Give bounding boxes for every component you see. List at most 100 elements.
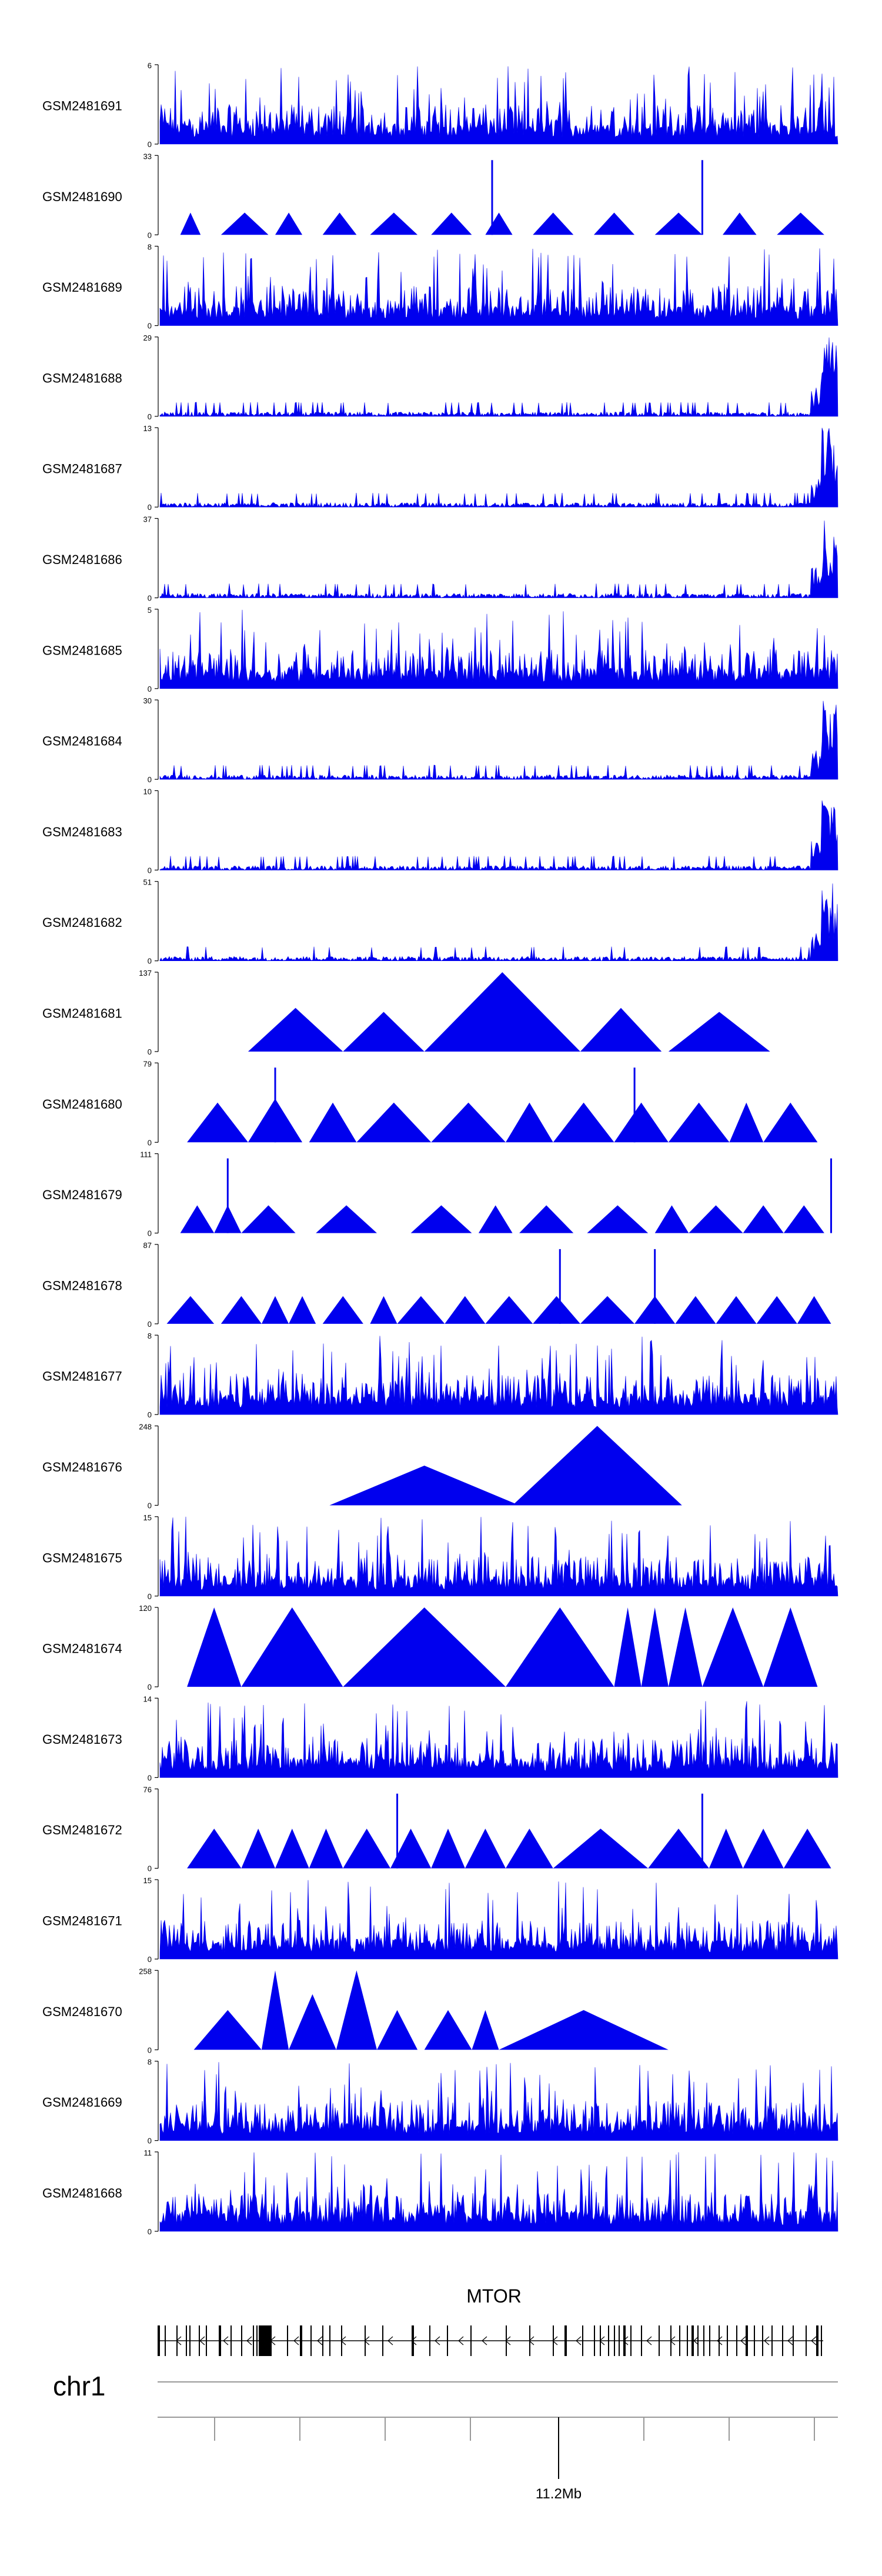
y-min-label: 0	[148, 1410, 152, 1419]
exon	[659, 2325, 660, 2356]
exon	[506, 2325, 507, 2356]
track-label: GSM2481683	[42, 825, 122, 839]
exon	[189, 2325, 191, 2356]
y-min-label: 0	[148, 2227, 152, 2236]
exon	[782, 2325, 783, 2356]
signal-area	[159, 2062, 838, 2141]
exon	[619, 2325, 620, 2356]
strand-arrow	[482, 2336, 487, 2345]
track: GSM2481686 37 0	[42, 515, 838, 603]
gene-track: MTOR	[158, 2285, 823, 2356]
exon	[158, 2325, 160, 2356]
signal-area	[159, 520, 838, 599]
signal-area	[166, 1296, 831, 1324]
track: GSM2481668 11 0	[42, 2148, 838, 2236]
exon	[709, 2325, 710, 2356]
track-label: GSM2481691	[42, 99, 122, 114]
exon	[287, 2325, 288, 2356]
track: GSM2481684 30 0	[42, 696, 838, 784]
y-min-label: 0	[148, 866, 152, 875]
exon	[253, 2325, 254, 2356]
strand-arrow	[458, 2336, 464, 2345]
y-max-label: 10	[143, 787, 152, 796]
exon	[630, 2325, 632, 2356]
track: GSM2481670 258 0	[42, 1967, 669, 2054]
exon	[806, 2325, 807, 2356]
exon	[697, 2325, 699, 2356]
exon	[641, 2325, 642, 2356]
strand-arrow	[435, 2336, 440, 2345]
exon	[670, 2325, 671, 2356]
track: GSM2481682 51 0	[42, 878, 838, 966]
exon	[329, 2325, 330, 2356]
signal-area	[180, 1205, 824, 1233]
track-label: GSM2481682	[42, 915, 122, 930]
track: GSM2481691 6 0	[42, 61, 838, 149]
y-min-label: 0	[148, 2046, 152, 2054]
track-label: GSM2481673	[42, 1732, 122, 1747]
y-min-label: 0	[148, 2137, 152, 2145]
exon	[679, 2325, 680, 2356]
exon	[727, 2325, 728, 2356]
y-min-label: 0	[148, 1592, 152, 1601]
gene-model	[158, 2325, 823, 2356]
signal-area	[159, 1336, 838, 1415]
y-min-label: 0	[148, 140, 152, 149]
signal-area	[329, 1426, 682, 1506]
track: GSM2481679 111 0	[42, 1150, 832, 1238]
track-label: GSM2481688	[42, 371, 122, 385]
y-min-label: 0	[148, 322, 152, 331]
exon	[582, 2325, 583, 2356]
y-max-label: 79	[143, 1059, 152, 1068]
signal-area	[159, 883, 838, 962]
exon	[691, 2325, 694, 2356]
track: GSM2481687 13 0	[42, 424, 838, 512]
exon	[529, 2325, 530, 2356]
track: GSM2481685 5 0	[42, 606, 838, 693]
y-max-label: 13	[143, 424, 152, 433]
y-min-label: 0	[148, 1047, 152, 1056]
y-max-label: 76	[143, 1786, 152, 1794]
track: GSM2481669 8 0	[42, 2058, 838, 2145]
exon-utr	[259, 2325, 272, 2356]
y-max-label: 120	[139, 1604, 152, 1613]
signal-area	[248, 972, 770, 1052]
signal-area	[159, 428, 838, 508]
exon	[762, 2325, 763, 2356]
exon	[719, 2325, 720, 2356]
signal-area	[159, 2152, 838, 2232]
track: GSM2481676 248 0	[42, 1423, 682, 1510]
track-label: GSM2481681	[42, 1006, 122, 1021]
exon	[687, 2325, 688, 2356]
exon	[564, 2325, 567, 2356]
track-label: GSM2481669	[42, 2095, 122, 2110]
y-min-label: 0	[148, 685, 152, 693]
y-max-label: 137	[139, 969, 152, 977]
track: GSM2481690 33 0	[42, 152, 824, 239]
y-max-label: 15	[143, 1513, 152, 1522]
signal-area	[187, 1607, 818, 1687]
track: GSM2481689 8 0	[42, 243, 838, 331]
exon	[310, 2325, 312, 2356]
signal-area	[187, 1099, 818, 1143]
exon	[219, 2325, 221, 2356]
exon	[736, 2325, 737, 2356]
y-max-label: 29	[143, 333, 152, 342]
y-max-label: 87	[143, 1241, 152, 1250]
strand-arrow	[387, 2336, 393, 2345]
exon	[816, 2325, 818, 2356]
y-min-label: 0	[148, 1864, 152, 1873]
y-min-label: 0	[148, 594, 152, 603]
track-label: GSM2481674	[42, 1641, 122, 1656]
y-min-label: 0	[148, 1955, 152, 1964]
y-max-label: 15	[143, 1876, 152, 1885]
track-label: GSM2481684	[42, 734, 122, 749]
strand-arrow	[787, 2336, 793, 2345]
track: GSM2481673 14 0	[42, 1694, 838, 1782]
exon	[382, 2325, 383, 2356]
strand-arrow	[223, 2336, 229, 2345]
exon	[230, 2325, 232, 2356]
y-min-label: 0	[148, 957, 152, 966]
signal-area	[159, 609, 838, 689]
